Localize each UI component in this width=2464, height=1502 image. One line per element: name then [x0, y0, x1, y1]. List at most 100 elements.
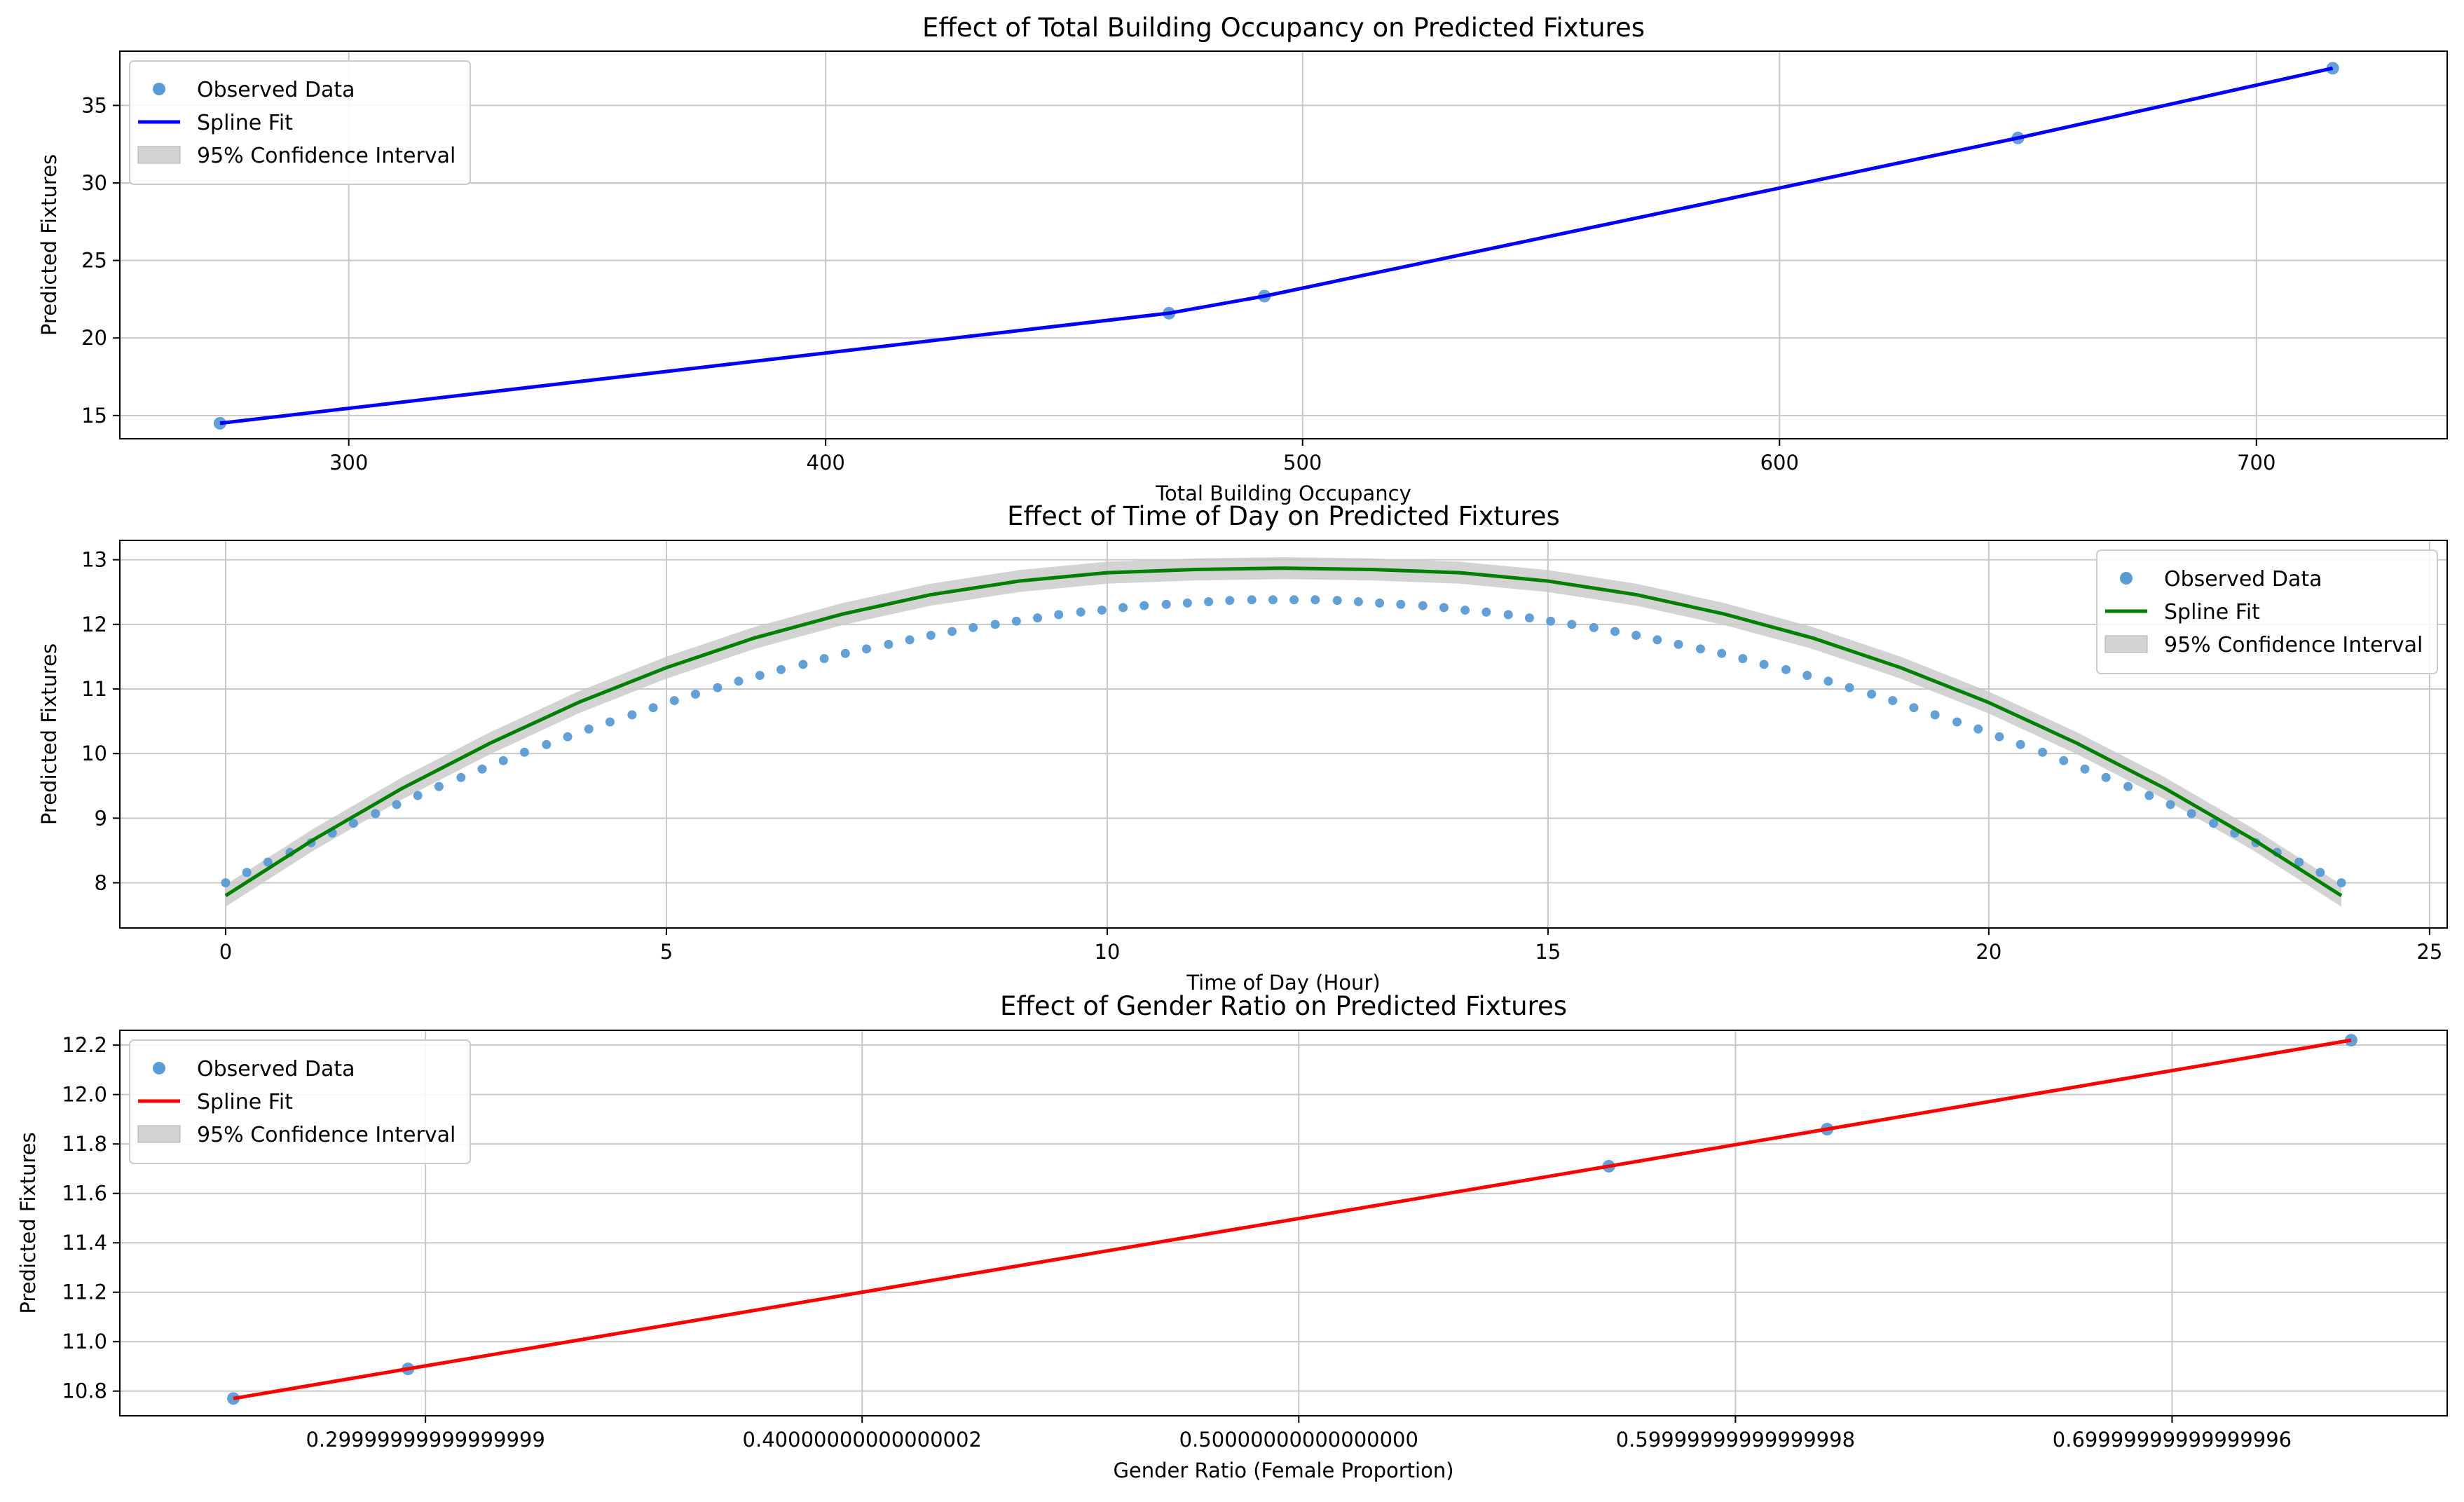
x-tick-label: 300 [329, 451, 368, 475]
legend-box [2096, 549, 2438, 674]
observed-point [2336, 878, 2346, 887]
observed-point [1631, 630, 1641, 640]
observed-point [1268, 595, 1278, 605]
observed-point [1888, 696, 1898, 706]
x-tick-label: 10 [1094, 940, 1120, 964]
plot-area [213, 62, 2339, 430]
x-tick-label: 600 [1760, 451, 1799, 475]
y-tick-label: 10 [81, 742, 107, 765]
x-tick-label: 0.50000000000000000 [1179, 1428, 1418, 1452]
legend-box [129, 60, 471, 185]
y-tick-label: 11.8 [62, 1132, 107, 1156]
observed-point [798, 660, 808, 669]
observed-point [1781, 664, 1791, 674]
observed-point [2294, 857, 2304, 867]
observed-point [1139, 601, 1149, 610]
observed-point [1823, 676, 1833, 686]
x-tick-label: 0.59999999999999998 [1616, 1428, 1855, 1452]
y-tick-label: 12.0 [62, 1083, 107, 1107]
x-tick-label: 700 [2237, 451, 2275, 475]
plot-area [221, 557, 2346, 907]
observed-point [1909, 703, 1919, 713]
axes-frame [119, 1030, 2448, 1416]
legend-band-swatch [2104, 635, 2148, 653]
observed-point [2315, 868, 2325, 878]
y-tick-label: 8 [95, 871, 107, 894]
observed-point [1460, 606, 1470, 615]
legend-entry: 95% Confidence Interval [2164, 633, 2423, 657]
x-axis-label: Gender Ratio (Female Proportion) [1113, 1459, 1453, 1482]
chart-title: Effect of Gender Ratio on Predicted Fixt… [1000, 991, 1567, 1021]
x-axis-label: Time of Day (Hour) [1186, 971, 1380, 995]
observed-point [1717, 648, 1727, 658]
observed-point [1033, 613, 1043, 623]
observed-point [563, 732, 573, 742]
x-tick-label: 20 [1976, 940, 2001, 964]
observed-point [542, 739, 552, 749]
legend-box [129, 1039, 471, 1164]
observed-point [1332, 596, 1342, 606]
observed-point [1994, 732, 2004, 742]
observed-point [1759, 660, 1769, 669]
observed-point [221, 878, 231, 887]
observed-point [1011, 616, 1021, 626]
observed-point [413, 791, 423, 800]
observed-point [2059, 756, 2069, 765]
observed-point [755, 671, 765, 681]
x-tick-label: 500 [1283, 451, 1322, 475]
observed-point [1396, 599, 1406, 609]
legend-band-swatch [137, 146, 181, 164]
observed-point [1524, 613, 1534, 623]
observed-point [2123, 781, 2133, 791]
y-axis-label: Predicted Fixtures [37, 643, 61, 825]
chart-panel-1: 300 400 500 600 700 15 20 25 30 35 Effect of Total… [37, 13, 2448, 505]
x-tick-label: 5 [660, 940, 673, 964]
observed-point [1844, 683, 1854, 692]
confidence-band [225, 557, 2342, 907]
observed-point [1674, 639, 1683, 649]
x-tick-label: 400 [807, 451, 845, 475]
y-tick-label: 12 [81, 613, 107, 636]
legend-entry: 95% Confidence Interval [197, 144, 456, 168]
observed-point [819, 654, 829, 664]
x-tick-label: 0.40000000000000002 [743, 1428, 982, 1452]
x-axis-label: Total Building Occupancy [1155, 482, 1411, 505]
observed-point [2101, 772, 2111, 782]
y-tick-label: 25 [81, 249, 107, 273]
chart-panel-2: 0 5 10 15 20 25 8 9 10 11 12 13 Effect of Time of Da… [37, 501, 2448, 995]
observed-point [1973, 724, 1983, 734]
y-tick-label: 9 [95, 806, 107, 830]
observed-point [669, 696, 679, 706]
x-tick-label: 0 [219, 940, 232, 964]
observed-point [1375, 598, 1385, 608]
observed-point [1289, 595, 1299, 605]
observed-point [690, 689, 700, 699]
observed-point [1567, 620, 1577, 629]
observed-point [1182, 598, 1192, 608]
legend: Observed Data Spline Fit 95% Confidence In… [129, 1039, 471, 1164]
observed-point [1802, 671, 1812, 681]
observed-point [1867, 689, 1877, 699]
observed-point [519, 747, 529, 757]
observed-point [776, 664, 786, 674]
observed-point [1118, 603, 1128, 613]
observed-point [2186, 809, 2196, 819]
observed-point [1652, 635, 1662, 645]
observed-point [1546, 616, 1556, 626]
observed-point [1204, 597, 1214, 607]
y-tick-label: 11.6 [62, 1182, 107, 1206]
observed-point [1696, 644, 1706, 654]
observed-point [627, 710, 637, 720]
observed-point [348, 819, 358, 828]
observed-point [1738, 654, 1748, 664]
x-tick-label: 0.29999999999999999 [306, 1428, 545, 1452]
observed-point [1247, 595, 1257, 605]
spline-fit-line [224, 566, 2343, 898]
observed-point [884, 639, 894, 649]
y-tick-label: 20 [81, 326, 107, 350]
observed-point [263, 857, 273, 867]
observed-point [1952, 717, 1962, 727]
legend: Observed Data Spline Fit 95% Confidence In… [2096, 549, 2438, 674]
observed-point [861, 644, 871, 654]
y-tick-label: 11 [81, 677, 107, 701]
